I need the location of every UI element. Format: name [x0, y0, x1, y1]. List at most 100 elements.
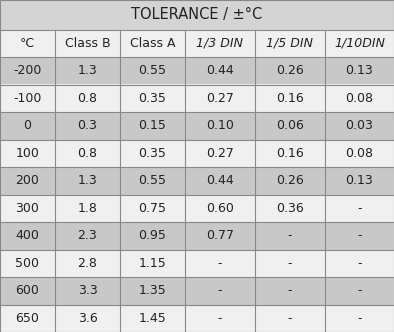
Bar [55, 304, 120, 332]
Text: 0.44: 0.44 [206, 174, 234, 187]
Bar [325, 304, 394, 332]
Bar [325, 57, 394, 85]
Text: 1.3: 1.3 [78, 174, 97, 187]
Text: 600: 600 [15, 284, 39, 297]
Text: -: - [218, 312, 222, 325]
Text: -: - [288, 312, 292, 325]
Bar [120, 30, 185, 57]
Bar [255, 167, 325, 195]
Text: 0.16: 0.16 [276, 92, 304, 105]
Bar [0, 195, 55, 222]
Bar [325, 167, 394, 195]
Bar [185, 250, 255, 277]
Text: 0: 0 [24, 119, 32, 132]
Bar [185, 112, 255, 139]
Text: 1/10DIN: 1/10DIN [334, 37, 385, 50]
Text: -: - [357, 312, 362, 325]
Bar [185, 139, 255, 167]
Text: -200: -200 [13, 64, 42, 77]
Bar [255, 304, 325, 332]
Bar [0, 250, 55, 277]
Text: 0.15: 0.15 [139, 119, 166, 132]
Bar [0, 277, 55, 304]
Text: 300: 300 [15, 202, 39, 215]
Bar [120, 112, 185, 139]
Text: 1.15: 1.15 [139, 257, 166, 270]
Text: 0.26: 0.26 [276, 174, 304, 187]
Bar [0, 57, 55, 85]
Bar [255, 112, 325, 139]
Text: 1.35: 1.35 [139, 284, 166, 297]
Bar [55, 167, 120, 195]
Bar [55, 222, 120, 250]
Bar [185, 167, 255, 195]
Bar [120, 195, 185, 222]
Text: -100: -100 [13, 92, 42, 105]
Bar [185, 30, 255, 57]
Bar [255, 57, 325, 85]
Bar [55, 139, 120, 167]
Bar [55, 30, 120, 57]
Text: 0.06: 0.06 [276, 119, 304, 132]
Text: 0.08: 0.08 [346, 92, 374, 105]
Bar [185, 85, 255, 112]
Bar [120, 85, 185, 112]
Text: °C: °C [20, 37, 35, 50]
Bar [325, 112, 394, 139]
Text: 100: 100 [15, 147, 39, 160]
Text: 0.27: 0.27 [206, 147, 234, 160]
Text: 0.77: 0.77 [206, 229, 234, 242]
Bar [0, 0, 394, 30]
Text: -: - [288, 229, 292, 242]
Text: 0.27: 0.27 [206, 92, 234, 105]
Bar [55, 57, 120, 85]
Bar [185, 195, 255, 222]
Bar [0, 85, 55, 112]
Text: 1/5 DIN: 1/5 DIN [266, 37, 314, 50]
Text: 2.3: 2.3 [78, 229, 97, 242]
Bar [0, 30, 55, 57]
Bar [55, 195, 120, 222]
Bar [255, 250, 325, 277]
Text: 0.8: 0.8 [78, 147, 97, 160]
Bar [0, 167, 55, 195]
Text: 0.95: 0.95 [139, 229, 166, 242]
Bar [120, 222, 185, 250]
Bar [325, 30, 394, 57]
Bar [325, 139, 394, 167]
Text: 0.35: 0.35 [139, 147, 166, 160]
Text: -: - [288, 257, 292, 270]
Text: -: - [218, 284, 222, 297]
Text: TOLERANCE / ±°C: TOLERANCE / ±°C [131, 8, 263, 23]
Bar [325, 195, 394, 222]
Text: 0.10: 0.10 [206, 119, 234, 132]
Text: 1/3 DIN: 1/3 DIN [197, 37, 243, 50]
Bar [325, 277, 394, 304]
Text: 650: 650 [15, 312, 39, 325]
Bar [120, 139, 185, 167]
Bar [0, 222, 55, 250]
Bar [55, 112, 120, 139]
Bar [120, 250, 185, 277]
Text: 400: 400 [15, 229, 39, 242]
Bar [255, 277, 325, 304]
Bar [120, 57, 185, 85]
Text: 500: 500 [15, 257, 39, 270]
Text: 0.55: 0.55 [139, 174, 167, 187]
Bar [255, 85, 325, 112]
Text: 0.55: 0.55 [139, 64, 167, 77]
Text: 0.26: 0.26 [276, 64, 304, 77]
Bar [325, 222, 394, 250]
Bar [185, 304, 255, 332]
Text: 0.8: 0.8 [78, 92, 97, 105]
Text: 0.35: 0.35 [139, 92, 166, 105]
Bar [55, 277, 120, 304]
Text: 200: 200 [15, 174, 39, 187]
Text: 0.03: 0.03 [346, 119, 374, 132]
Text: 0.08: 0.08 [346, 147, 374, 160]
Bar [55, 85, 120, 112]
Bar [0, 112, 55, 139]
Text: -: - [288, 284, 292, 297]
Text: -: - [357, 202, 362, 215]
Bar [185, 277, 255, 304]
